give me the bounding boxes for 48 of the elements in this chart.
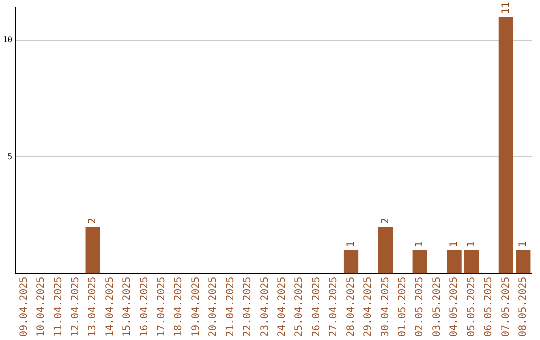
- bar: [412, 250, 428, 274]
- x-tick-label: 30.04.2025: [380, 276, 392, 338]
- x-tick-label: 14.04.2025: [104, 276, 116, 338]
- x-tick-label: 29.04.2025: [363, 276, 374, 338]
- x-tick-label: 24.04.2025: [277, 276, 288, 338]
- x-tick-label: 05.05.2025: [466, 276, 478, 338]
- x-tick-label: 18.04.2025: [174, 276, 185, 338]
- data-label: 1: [346, 241, 357, 248]
- x-tick-label: 06.05.2025: [484, 276, 495, 338]
- y-tick-label: 5: [8, 152, 13, 162]
- x-tick-label: 28.04.2025: [346, 276, 357, 338]
- data-label: 1: [414, 241, 426, 248]
- bar: [464, 250, 480, 274]
- bar: [86, 227, 100, 274]
- x-tick-label: 23.04.2025: [260, 276, 271, 338]
- x-tick-label: 25.04.2025: [294, 276, 306, 338]
- x-tick-label: 22.04.2025: [242, 276, 254, 338]
- data-label: 1: [466, 241, 478, 248]
- x-tick-label: 02.05.2025: [414, 276, 426, 338]
- data-label: 11: [500, 2, 512, 14]
- x-tick-label: 01.05.2025: [398, 276, 408, 338]
- x-tick-label: 09.04.2025: [18, 276, 30, 338]
- x-tick-label: 27.04.2025: [328, 276, 340, 338]
- x-tick-label: 11.04.2025: [53, 276, 64, 338]
- x-tick-label: 12.04.2025: [70, 276, 82, 338]
- data-label: 1: [449, 241, 460, 248]
- x-tick-label: 10.04.2025: [36, 276, 48, 338]
- bar: [516, 250, 531, 274]
- x-tick-label: 26.04.2025: [311, 276, 322, 338]
- x-tick-label: 03.05.2025: [432, 276, 443, 338]
- data-label: 2: [88, 218, 99, 224]
- bar: [344, 250, 359, 274]
- data-label: 2: [380, 218, 392, 224]
- x-tick-label: 16.04.2025: [139, 276, 150, 338]
- bar: [498, 17, 514, 274]
- data-label: 1: [518, 241, 529, 248]
- x-tick-label: 20.04.2025: [208, 276, 220, 338]
- y-tick-label: 10: [2, 36, 13, 45]
- x-tick-label: 04.05.2025: [449, 276, 460, 338]
- bar: [378, 227, 394, 274]
- x-tick-label: 21.04.2025: [225, 276, 236, 338]
- bar: [447, 250, 462, 274]
- x-tick-label: 13.04.2025: [88, 276, 99, 338]
- x-tick-label: 08.05.2025: [518, 276, 529, 338]
- x-tick-label: 07.05.2025: [500, 276, 512, 338]
- x-tick-label: 17.04.2025: [156, 276, 168, 338]
- x-tick-label: 15.04.2025: [122, 276, 134, 338]
- x-tick-label: 19.04.2025: [190, 276, 202, 338]
